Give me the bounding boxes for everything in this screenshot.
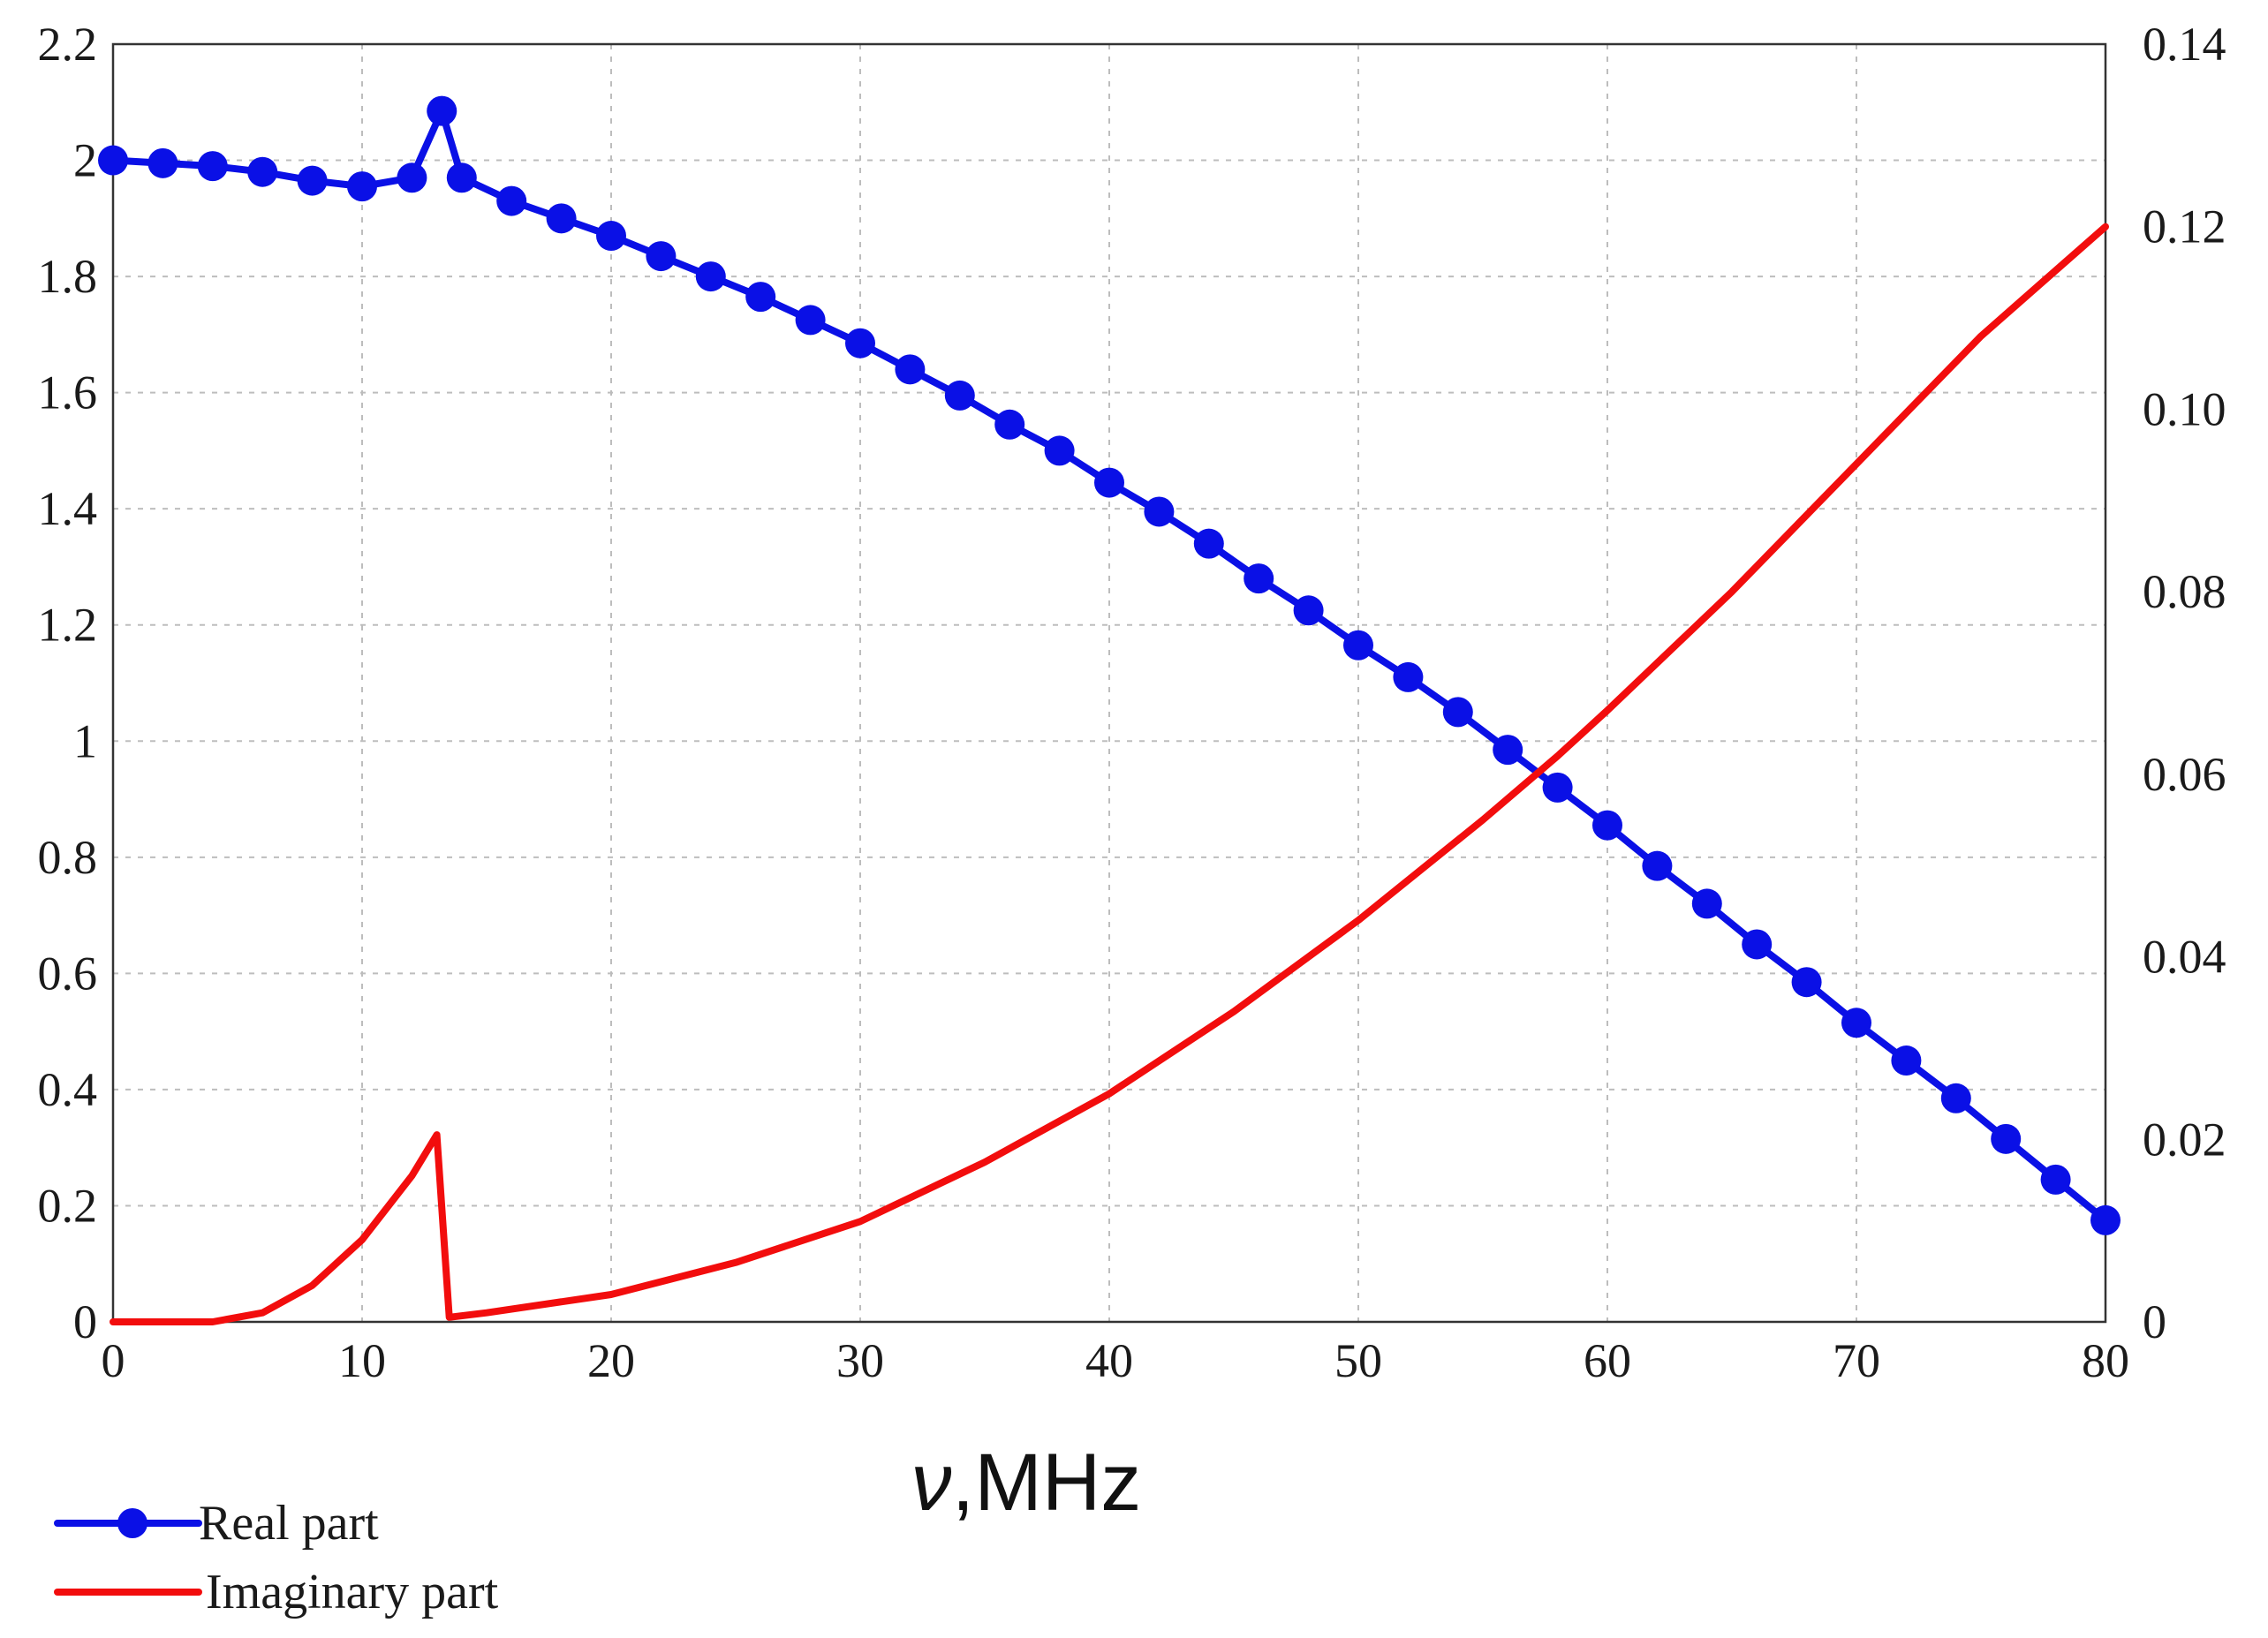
legend-marker-real-part xyxy=(117,1508,147,1538)
y-right-tick-label: 0.12 xyxy=(2143,200,2226,253)
x-tick-label: 70 xyxy=(1833,1334,1880,1387)
series-line-imaginary-part xyxy=(110,223,2109,1325)
data-point-real-part xyxy=(347,171,377,202)
x-tick-label: 60 xyxy=(1584,1334,1631,1387)
data-point-real-part xyxy=(1791,967,1822,998)
data-point-real-part xyxy=(646,241,677,272)
data-point-real-part xyxy=(2090,1204,2121,1235)
series-layer xyxy=(98,95,2121,1325)
y-right-tick-label: 0.10 xyxy=(2143,382,2226,435)
data-point-real-part xyxy=(1244,563,1274,594)
data-point-real-part xyxy=(745,282,776,313)
data-point-real-part xyxy=(297,165,328,196)
data-point-real-part xyxy=(1642,850,1673,881)
data-point-real-part xyxy=(98,145,128,176)
x-tick-label: 10 xyxy=(338,1334,386,1387)
y-left-tick-label: 0 xyxy=(73,1295,97,1348)
y-right-tick-label: 0.14 xyxy=(2143,18,2226,71)
x-tick-label: 0 xyxy=(102,1334,125,1387)
plot-frame xyxy=(111,42,2107,1324)
data-point-real-part xyxy=(1343,630,1373,660)
data-point-real-part xyxy=(1044,435,1075,466)
data-point-real-part xyxy=(247,156,278,187)
x-tick-label: 50 xyxy=(1334,1334,1382,1387)
data-point-real-part xyxy=(1293,595,1324,626)
legend-label-real-part: Real part xyxy=(199,1496,379,1551)
data-point-real-part xyxy=(2040,1164,2071,1195)
data-point-real-part xyxy=(1991,1123,2022,1154)
y-right-tick-label: 0 xyxy=(2143,1295,2166,1348)
x-axis-variable: ν xyxy=(911,1438,952,1528)
data-point-real-part xyxy=(197,151,228,182)
y-right-tick-label: 0.04 xyxy=(2143,931,2226,984)
y-left-tick-label: 1.6 xyxy=(38,366,98,419)
x-axis-label: ν,MHz xyxy=(911,1438,1142,1528)
data-point-real-part xyxy=(1691,888,1722,919)
x-tick-label: 80 xyxy=(2082,1334,2129,1387)
data-point-real-part xyxy=(695,261,726,292)
y-left-tick-label: 0.2 xyxy=(38,1179,98,1232)
tick-labels: 0 10 20 30 40 50 60 70 8000.20.40.60.811.21.41.6… xyxy=(38,18,2226,1387)
data-point-real-part xyxy=(994,409,1025,440)
data-point-real-part xyxy=(1493,735,1523,766)
data-point-real-part xyxy=(795,305,826,336)
x-tick-label: 20 xyxy=(587,1334,635,1387)
data-point-real-part xyxy=(845,328,875,359)
data-point-real-part xyxy=(1592,810,1622,841)
legend: Real part Imaginary part xyxy=(54,1496,499,1619)
data-point-real-part xyxy=(147,147,178,178)
y-left-tick-label: 2 xyxy=(73,134,97,187)
x-tick-label: 30 xyxy=(836,1334,884,1387)
y-right-tick-label: 0.06 xyxy=(2143,748,2226,801)
data-point-real-part xyxy=(944,380,975,411)
y-right-tick-label: 0.08 xyxy=(2143,565,2226,618)
legend-label-imaginary-part: Imaginary part xyxy=(206,1565,499,1619)
data-point-real-part xyxy=(1094,467,1124,498)
y-left-tick-label: 2.2 xyxy=(38,18,98,71)
data-point-real-part xyxy=(1841,1008,1871,1038)
x-tick-label: 40 xyxy=(1085,1334,1133,1387)
data-point-real-part xyxy=(1193,528,1224,559)
data-point-real-part xyxy=(1891,1045,1922,1076)
y-left-tick-label: 1.8 xyxy=(38,250,98,303)
y-right-tick-label: 0.02 xyxy=(2143,1113,2226,1166)
data-point-real-part xyxy=(1144,496,1175,527)
data-point-real-part xyxy=(1940,1083,1971,1113)
data-point-real-part xyxy=(397,162,427,193)
y-left-tick-label: 0.6 xyxy=(38,947,98,1000)
y-left-tick-label: 1 xyxy=(73,714,97,767)
x-axis-unit: ,MHz xyxy=(952,1438,1142,1528)
data-point-real-part xyxy=(1742,929,1773,960)
y-left-tick-label: 1.4 xyxy=(38,482,98,535)
data-point-real-part xyxy=(427,95,457,126)
data-point-real-part xyxy=(895,354,926,385)
y-left-tick-label: 1.2 xyxy=(38,599,98,652)
data-point-real-part xyxy=(546,203,577,234)
data-point-real-part xyxy=(1393,661,1424,692)
data-point-real-part xyxy=(1542,772,1573,803)
data-point-real-part xyxy=(596,221,626,252)
y-left-tick-label: 0.8 xyxy=(38,831,98,884)
data-point-real-part xyxy=(446,162,477,193)
y-left-tick-label: 0.4 xyxy=(38,1063,98,1116)
data-point-real-part xyxy=(1442,697,1473,728)
data-point-real-part xyxy=(496,185,527,216)
